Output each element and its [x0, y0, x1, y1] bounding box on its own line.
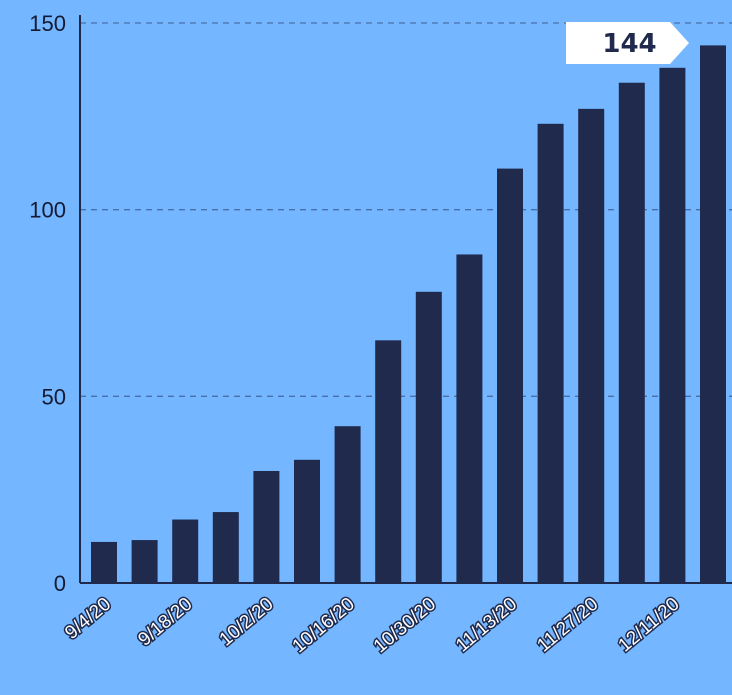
bar — [537, 123, 564, 584]
y-tick-label: 50 — [42, 384, 66, 409]
bar — [172, 519, 199, 583]
x-tick-label: 11/13/20 — [452, 594, 521, 657]
bar — [497, 168, 523, 583]
callout-badge — [566, 22, 689, 64]
bar — [334, 426, 361, 583]
bar — [700, 45, 726, 583]
y-tick-label: 150 — [29, 11, 66, 36]
bar — [91, 541, 117, 583]
x-tick-label: 9/18/20 — [134, 594, 196, 651]
bar — [415, 291, 442, 583]
y-axis-ticks: 0 50 100 150 — [29, 11, 66, 596]
bar — [456, 254, 483, 583]
bar — [578, 108, 605, 583]
y-tick-label: 100 — [29, 198, 66, 223]
y-tick-label: 0 — [54, 571, 66, 596]
bar — [253, 471, 280, 583]
bar — [659, 67, 686, 584]
x-tick-label: 10/2/20 — [216, 594, 278, 651]
value-callout: 144 — [566, 22, 689, 64]
bars — [91, 45, 726, 584]
callout-label: 144 — [602, 29, 656, 59]
x-tick-label: 10/16/20 — [289, 594, 359, 658]
x-tick-label: 11/27/20 — [533, 594, 602, 657]
x-tick-label: 9/4/20 — [61, 594, 115, 644]
bar — [131, 540, 158, 583]
bar — [212, 512, 239, 583]
bar — [618, 82, 645, 583]
x-tick-label: 10/30/20 — [370, 594, 440, 658]
x-axis-ticks: 9/4/20 9/18/20 10/2/20 10/16/20 10/30/20 11/1… — [60, 592, 685, 659]
x-tick-label: 12/11/20 — [615, 594, 684, 657]
bar — [294, 459, 320, 583]
bar — [375, 340, 402, 583]
